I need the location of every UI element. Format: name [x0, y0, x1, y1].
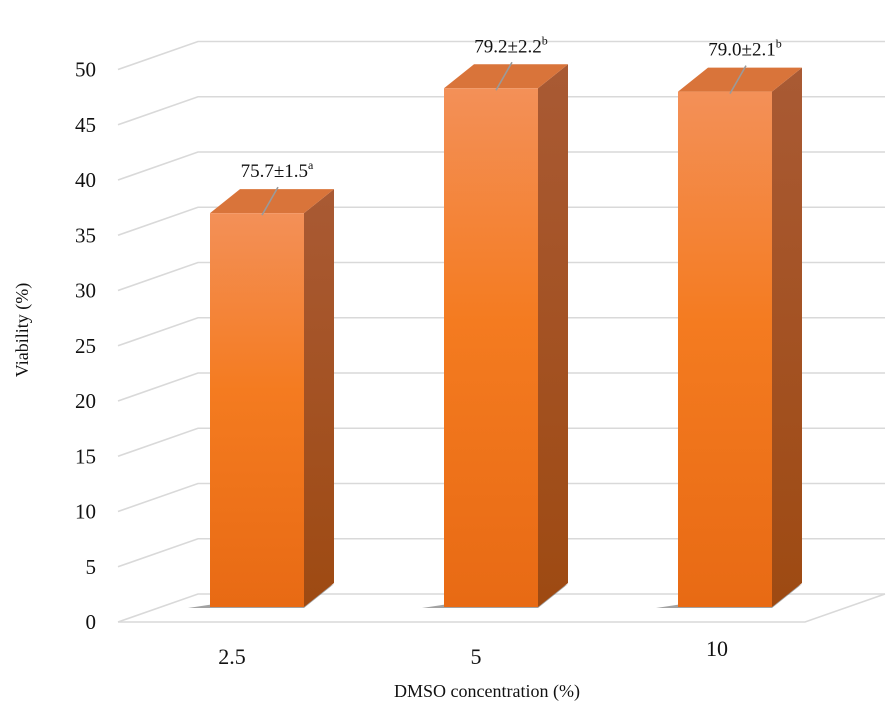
data-label: 79.2±2.2b	[474, 33, 547, 57]
y-tick-label: 35	[75, 223, 96, 247]
bar-10: 79.0±2.1b	[656, 37, 802, 608]
bar-top	[210, 189, 334, 214]
gridline	[117, 316, 885, 347]
label-leader	[261, 186, 279, 216]
gridline	[117, 206, 885, 237]
y-tick-label: 10	[75, 500, 96, 524]
bar-front	[678, 91, 772, 608]
gridline	[117, 372, 885, 402]
x-tick-label: 5	[471, 644, 482, 669]
bar-front	[444, 88, 538, 607]
y-axis-title: Viability (%)	[12, 283, 33, 377]
bar-5: 79.2±2.2b	[422, 33, 568, 608]
bar-2.5: 75.7±1.5a	[188, 158, 334, 608]
y-tick-label: 5	[86, 555, 97, 579]
y-tick-label: 45	[75, 113, 96, 137]
data-label: 79.0±2.1b	[708, 37, 781, 61]
x-tick-label: 10	[706, 636, 728, 661]
gridlines	[117, 40, 886, 623]
label-leader	[729, 65, 747, 94]
y-tick-label: 0	[86, 610, 97, 634]
bar-front	[210, 213, 304, 607]
bars: 75.7±1.5a 79.2±2.2b 79.0±2.1b	[188, 33, 802, 608]
gridline	[117, 427, 885, 458]
data-label: 75.7±1.5a	[241, 158, 314, 182]
gridline	[117, 261, 885, 292]
gridline	[117, 593, 885, 623]
y-tick-label: 50	[75, 58, 96, 82]
x-axis-title: DMSO concentration (%)	[394, 681, 580, 702]
y-tick-label: 40	[75, 168, 96, 192]
bar-top	[444, 64, 568, 89]
y-tick-label: 25	[75, 334, 96, 358]
gridline	[117, 482, 885, 513]
x-tick-label: 2.5	[218, 644, 246, 669]
gridline	[117, 95, 885, 126]
y-tick-label: 30	[75, 279, 96, 303]
y-axis-ticks: 0 5 10 15 20 25 30 35 40 45 50	[75, 58, 96, 635]
gridline	[117, 537, 885, 568]
bar-side	[772, 67, 802, 608]
y-tick-label: 20	[75, 389, 96, 413]
bar-side	[304, 189, 334, 607]
x-axis-ticks: 2.5 5 10	[218, 636, 728, 669]
bar-side	[538, 64, 568, 607]
bar-top	[678, 67, 802, 92]
gridline	[117, 151, 885, 181]
y-tick-label: 15	[75, 444, 96, 468]
label-leader	[495, 61, 513, 91]
gridline	[117, 40, 885, 71]
floor-edge	[118, 593, 886, 623]
